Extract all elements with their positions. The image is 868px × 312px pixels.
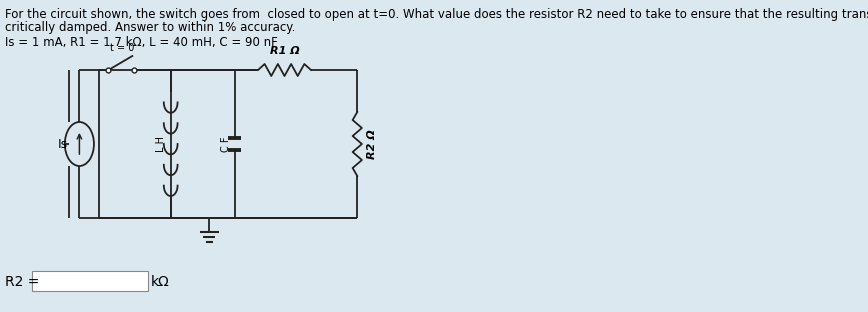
Text: kΩ: kΩ (151, 275, 169, 289)
Text: t = 0: t = 0 (110, 43, 135, 53)
Text: R2 Ω: R2 Ω (367, 129, 378, 159)
Text: R1 Ω: R1 Ω (270, 46, 299, 56)
Text: Is = 1 mA, R1 = 1.7 kΩ, L = 40 mH, C = 90 nF: Is = 1 mA, R1 = 1.7 kΩ, L = 40 mH, C = 9… (4, 36, 278, 49)
Text: R2 =: R2 = (5, 275, 40, 289)
Text: Is: Is (57, 138, 68, 150)
Text: C F: C F (220, 136, 231, 152)
Text: critically damped. Answer to within 1% accuracy.: critically damped. Answer to within 1% a… (4, 21, 295, 34)
Bar (32, 271, 148, 291)
Text: L H: L H (156, 136, 167, 152)
Text: For the circuit shown, the switch goes from  closed to open at t=0. What value d: For the circuit shown, the switch goes f… (4, 8, 868, 21)
